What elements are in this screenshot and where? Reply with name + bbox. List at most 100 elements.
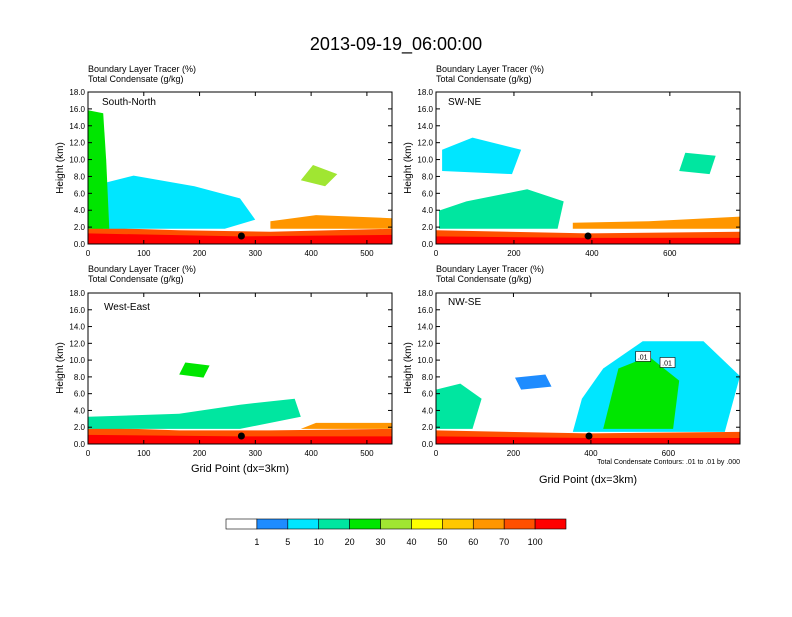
tracer-region	[88, 398, 301, 429]
plot-area: 0.0 2.0 4.0 6.0 8.0 10.0 12.0 14.0 16.0 18.0 0 200 4…	[417, 289, 741, 458]
y-tick-label: 6.0	[422, 390, 434, 399]
y-tick-label: 14.0	[69, 122, 85, 131]
y-axis-label: Height (km)	[403, 142, 414, 194]
plot-frame	[435, 292, 741, 445]
tracer-region	[300, 165, 338, 187]
tracer-region	[436, 236, 740, 244]
colorbar-label: 70	[499, 537, 509, 547]
tracer-field	[88, 362, 392, 444]
panel-subtitle-1: Boundary Layer Tracer (%)	[436, 64, 544, 74]
y-tick-label: 10.0	[417, 356, 433, 365]
x-tick-label: 0	[434, 449, 439, 458]
y-tick-label: 18.0	[69, 88, 85, 97]
y-tick-label: 6.0	[422, 189, 434, 198]
y-tick-label: 0.0	[422, 440, 434, 449]
tracer-region	[442, 137, 522, 175]
colorbar-label: 5	[285, 537, 290, 547]
tracer-region	[300, 422, 392, 429]
location-marker	[585, 432, 593, 440]
tracer-region	[88, 434, 392, 444]
y-tick-label: 14.0	[69, 323, 85, 332]
colorbar-label: 100	[528, 537, 543, 547]
colorbar-label: 50	[437, 537, 447, 547]
y-tick-label: 2.0	[422, 223, 434, 232]
y-tick-label: 8.0	[74, 172, 86, 181]
panel-label: NW-SE	[448, 297, 481, 308]
y-tick-label: 12.0	[69, 339, 85, 348]
x-axis-label: Grid Point (dx=3km)	[191, 463, 289, 475]
x-tick-label: 300	[249, 249, 263, 258]
tracer-region	[679, 152, 716, 175]
colorbar-label: 30	[376, 537, 386, 547]
panel-nw-se: Boundary Layer Tracer (%) Total Condensa…	[403, 264, 741, 486]
y-tick-label: 6.0	[74, 189, 86, 198]
contour-label: .01	[638, 354, 648, 361]
y-axis-label: Height (km)	[403, 342, 414, 394]
y-tick-label: 8.0	[74, 373, 86, 382]
tracer-field	[436, 341, 740, 444]
colorbar-swatch	[225, 518, 258, 530]
y-tick-label: 16.0	[69, 306, 85, 315]
colorbar-swatch	[534, 518, 567, 530]
tracer-region	[179, 362, 210, 378]
y-tick-label: 8.0	[422, 373, 434, 382]
plot-area: 0.0 2.0 4.0 6.0 8.0 10.0 12.0 14.0 16.0 18.0 0 100 2…	[69, 88, 393, 258]
colorbar-swatch	[472, 518, 505, 530]
panel-subtitle-2: Total Condensate (g/kg)	[88, 274, 184, 284]
colorbar-swatch	[287, 518, 320, 530]
panel-subtitle-2: Total Condensate (g/kg)	[436, 274, 532, 284]
tracer-region	[603, 356, 680, 429]
panel-label: South-North	[102, 97, 156, 108]
x-tick-label: 300	[249, 449, 263, 458]
tracer-region	[439, 189, 564, 229]
plot-frame	[87, 91, 393, 245]
x-tick-label: 400	[304, 449, 318, 458]
plot-area: 0.0 2.0 4.0 6.0 8.0 10.0 12.0 14.0 16.0 18.0 0 200 4…	[417, 88, 741, 258]
panel-subtitle-1: Boundary Layer Tracer (%)	[88, 264, 196, 274]
panel-subtitle-1: Boundary Layer Tracer (%)	[436, 264, 544, 274]
y-tick-label: 4.0	[422, 206, 434, 215]
x-tick-label: 500	[360, 249, 374, 258]
x-tick-label: 400	[585, 249, 599, 258]
plot-frame	[87, 292, 393, 445]
x-tick-label: 200	[193, 449, 207, 458]
y-tick-label: 0.0	[74, 240, 86, 249]
colorbar-swatch	[380, 518, 412, 530]
colorbar-swatch	[503, 518, 536, 530]
y-tick-label: 8.0	[422, 172, 434, 181]
y-tick-label: 16.0	[69, 105, 85, 114]
x-tick-label: 600	[662, 449, 676, 458]
contour-label-box	[635, 351, 652, 362]
x-tick-label: 200	[507, 449, 521, 458]
panel-south-north: Boundary Layer Tracer (%) Total Condensa…	[55, 64, 393, 258]
contour-note: Total Condensate Contours: .01 to .01 by…	[597, 459, 740, 466]
y-tick-label: 2.0	[422, 423, 434, 432]
tracer-region	[436, 436, 740, 444]
y-tick-label: 12.0	[69, 139, 85, 148]
location-marker	[584, 232, 592, 240]
colorbar-label: 1	[254, 537, 259, 547]
tracer-region	[572, 216, 740, 229]
y-tick-label: 2.0	[74, 423, 86, 432]
y-axis-label: Height (km)	[55, 142, 66, 194]
x-tick-label: 600	[663, 249, 677, 258]
y-tick-label: 14.0	[417, 323, 433, 332]
colorbar-label: 20	[345, 537, 355, 547]
y-tick-label: 6.0	[74, 390, 86, 399]
tracer-region	[88, 110, 110, 229]
y-axis-label: Height (km)	[55, 342, 66, 394]
colorbar-label: 60	[468, 537, 478, 547]
plot-frame	[435, 91, 741, 245]
location-marker	[237, 232, 245, 240]
panel-west-east: Boundary Layer Tracer (%) Total Condensa…	[55, 264, 393, 475]
y-tick-label: 16.0	[417, 105, 433, 114]
y-tick-label: 0.0	[74, 440, 86, 449]
x-tick-label: 500	[360, 449, 374, 458]
y-tick-label: 10.0	[69, 156, 85, 165]
y-tick-label: 18.0	[417, 88, 433, 97]
x-tick-label: 0	[86, 249, 91, 258]
y-tick-label: 0.0	[422, 240, 434, 249]
figure-title: 2013-09-19_06:00:00	[310, 34, 482, 55]
